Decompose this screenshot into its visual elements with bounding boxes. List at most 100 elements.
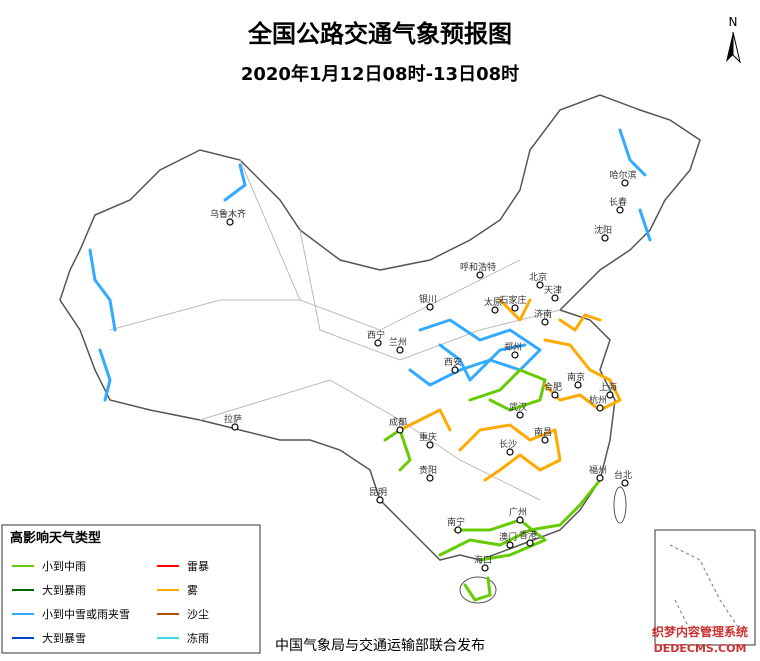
city-marker	[481, 564, 489, 572]
road-segment	[458, 423, 562, 482]
title: 全国公路交通气象预报图	[247, 20, 512, 48]
subtitle: 2020年1月12日08时-13日08时	[241, 63, 519, 85]
road-segment	[543, 338, 622, 412]
legend-label: 小到中雨	[42, 560, 86, 573]
city-marker	[454, 526, 462, 534]
road-segment	[438, 343, 527, 382]
legend-label: 大到暴雪	[42, 631, 86, 645]
city-label: 南宁	[447, 516, 465, 528]
city-marker	[226, 218, 234, 226]
road-segment	[463, 576, 492, 602]
city-marker	[541, 436, 549, 444]
city-label: 太原	[484, 296, 502, 308]
city-marker	[596, 474, 604, 482]
city-marker	[511, 304, 519, 312]
country-outline	[59, 94, 701, 561]
city-label: 南昌	[534, 426, 552, 438]
legend-label: 冻雨	[187, 631, 209, 645]
road-segment	[98, 348, 112, 402]
city-marker	[551, 391, 559, 399]
city-label: 天津	[544, 285, 562, 296]
footer: 中国气象局与交通运输部联合发布	[275, 637, 485, 654]
city-label: 香港	[519, 529, 537, 541]
city-marker	[601, 234, 609, 242]
city-label: 贵阳	[419, 464, 437, 476]
city-marker	[511, 351, 519, 359]
city-label: 乌鲁木齐	[210, 208, 246, 220]
city-marker	[516, 411, 524, 419]
city-label: 昆明	[369, 487, 387, 498]
legend-label: 大到暴雨	[42, 583, 86, 597]
city-label: 沈阳	[594, 224, 612, 236]
city-marker	[426, 474, 434, 482]
city-label: 广州	[509, 506, 527, 518]
city-marker	[426, 441, 434, 449]
city-label: 哈尔滨	[609, 169, 636, 181]
road-segment	[618, 128, 647, 177]
city-marker	[541, 318, 549, 326]
city-label: 杭州	[589, 394, 607, 406]
city-label: 成都	[389, 416, 407, 428]
city-label: 兰州	[389, 336, 407, 348]
city-label: 西宁	[367, 329, 385, 341]
watermark-line2: DEDECMS.COM	[654, 642, 747, 655]
city-label: 澳门	[499, 531, 517, 543]
city-marker	[536, 281, 544, 289]
city-marker	[516, 516, 524, 524]
city-label: 上海	[599, 381, 617, 393]
city-marker	[451, 366, 459, 374]
legend-label: 沙尘	[187, 608, 209, 621]
city-marker	[526, 539, 534, 547]
city-label: 福州	[589, 464, 607, 476]
city-label: 海口	[474, 554, 492, 566]
city-marker	[621, 179, 629, 187]
city-marker	[374, 339, 382, 347]
city-marker	[491, 306, 499, 314]
road-segment	[223, 163, 247, 202]
road-segment	[453, 518, 547, 562]
legend-label: 小到中雪或雨夹雪	[42, 608, 130, 621]
north-label: N	[729, 15, 738, 29]
road-segment	[498, 298, 532, 322]
city-marker	[596, 404, 604, 412]
arrow-right	[732, 31, 741, 64]
legend-label: 雾	[187, 584, 198, 597]
south-sea-inset	[654, 529, 756, 646]
legend-title: 高影响天气类型	[10, 530, 101, 546]
watermark-line1: 织梦内容管理系统	[652, 624, 748, 639]
city-label: 济南	[534, 308, 552, 320]
road-segment	[383, 428, 412, 472]
city-marker	[396, 346, 404, 354]
city-label: 武汉	[509, 401, 527, 413]
city-marker	[506, 448, 514, 456]
province-borders	[109, 159, 561, 501]
city-label: 呼和浩特	[460, 261, 496, 273]
city-marker	[231, 423, 239, 431]
city-label: 北京	[529, 271, 547, 283]
road-segment	[438, 478, 602, 557]
city-marker	[574, 381, 582, 389]
city-marker	[551, 294, 559, 302]
roads	[88, 128, 652, 602]
city-label: 拉萨	[224, 413, 242, 425]
road-segment	[468, 368, 547, 412]
arrow-left	[726, 32, 733, 62]
legend-box	[1, 524, 261, 654]
city-marker	[621, 479, 629, 487]
city-label: 南京	[567, 371, 585, 383]
city-label: 重庆	[419, 431, 437, 443]
city-label: 银川	[419, 293, 437, 305]
road-segment	[558, 313, 602, 332]
taiwan	[613, 486, 627, 524]
city-marker	[426, 303, 434, 311]
city-marker	[606, 391, 614, 399]
city-label: 长沙	[499, 438, 517, 450]
city-marker	[376, 496, 384, 504]
city-label: 石家庄	[499, 294, 526, 306]
road-segment	[408, 318, 542, 387]
inset-boundary	[669, 544, 741, 631]
